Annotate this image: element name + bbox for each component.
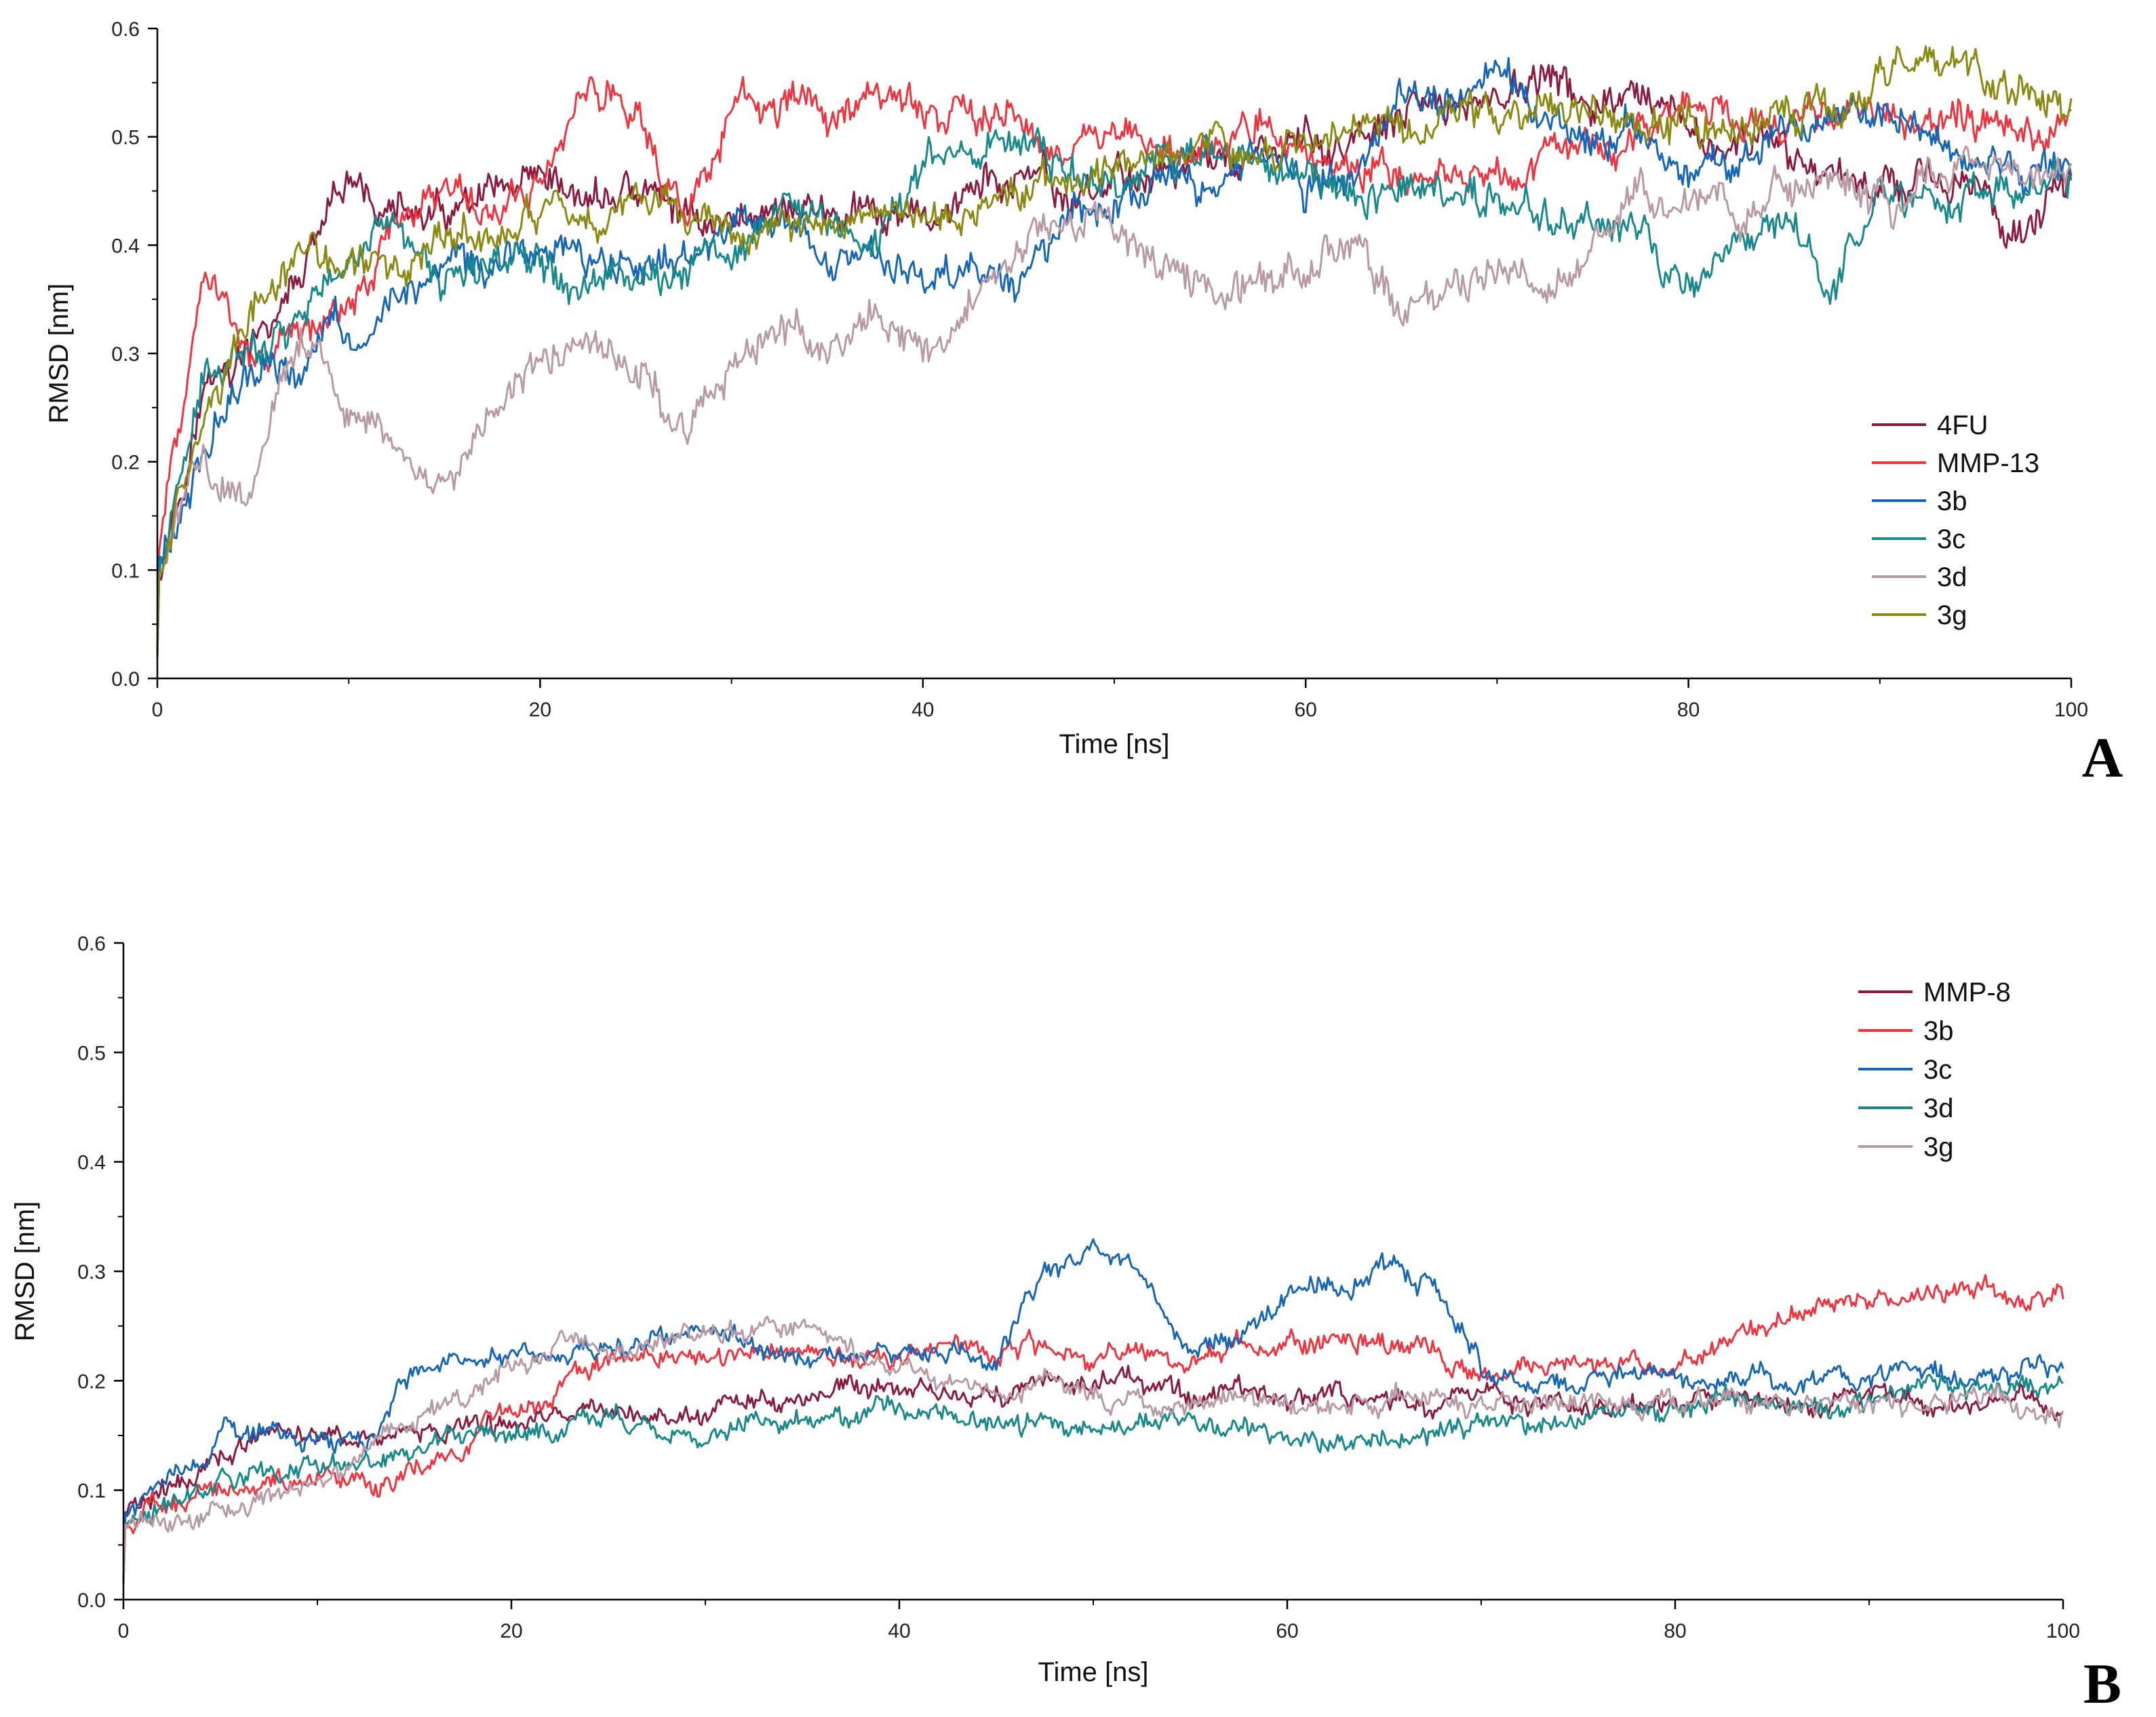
y-tick-label: 0.4 — [111, 235, 140, 257]
legend: MMP-8 3b 3c 3d 3g — [1858, 978, 2011, 1162]
x-tick-label: 0 — [118, 1620, 130, 1642]
series-line-3g — [156, 45, 2073, 657]
y-tick-label: 0.4 — [77, 1152, 106, 1174]
legend-label: 3b — [1937, 486, 1967, 516]
x-tick-label: 20 — [500, 1620, 522, 1642]
y-tick-label: 0.6 — [111, 18, 140, 41]
axes: 0 20 40 60 80 100 0.0 0.1 0.2 0.3 0.4 0.5 0.6 — [111, 18, 2088, 721]
y-tick-label: 0.3 — [111, 343, 140, 366]
x-axis-title: Time [ns] — [1059, 729, 1170, 759]
series-line-3d — [156, 145, 2073, 657]
legend-label: 3d — [1937, 562, 1967, 592]
chart-panel-a: 0 20 40 60 80 100 0.0 0.1 0.2 0.3 0.4 0.5 0.6 Time [n… — [44, 18, 2123, 790]
x-tick-label: 40 — [912, 699, 934, 721]
y-tick-label: 0.1 — [77, 1480, 106, 1503]
x-tick-label: 60 — [1276, 1620, 1298, 1642]
series-line-3c — [122, 1238, 2064, 1583]
y-tick-label: 0.0 — [111, 668, 140, 691]
axes: 0 20 40 60 80 100 0.0 0.1 0.2 0.3 0.4 0.5 0.6 — [77, 933, 2080, 1642]
y-tick-label: 0.5 — [77, 1042, 106, 1064]
series-line-3g — [122, 1315, 2064, 1585]
legend-label: MMP-13 — [1937, 448, 2039, 478]
x-tick-label: 40 — [888, 1620, 910, 1642]
series-lines — [122, 1238, 2064, 1585]
y-axis-title: RMSD [nm] — [10, 1201, 40, 1342]
legend-label: 3d — [1923, 1094, 1954, 1123]
legend-label: MMP-8 — [1923, 978, 2011, 1007]
chart-panel-b: 0 20 40 60 80 100 0.0 0.1 0.2 0.3 0.4 0.5 0.6 Time [n… — [10, 933, 2121, 1716]
y-tick-label: 0.0 — [77, 1589, 106, 1612]
legend-label: 3g — [1923, 1132, 1954, 1162]
legend-label: 3g — [1937, 600, 1967, 630]
y-tick-label: 0.1 — [111, 560, 140, 582]
y-tick-label: 0.2 — [77, 1370, 106, 1393]
y-tick-label: 0.5 — [111, 127, 140, 149]
series-lines — [156, 45, 2073, 657]
legend: 4FU MMP-13 3b 3c 3d 3g — [1872, 410, 2039, 630]
series-line-3b — [122, 1274, 2064, 1585]
series-line-mmp-13 — [156, 76, 2072, 653]
x-axis-title: Time [ns] — [1038, 1657, 1149, 1687]
legend-label: 3b — [1923, 1016, 1954, 1046]
y-tick-label: 0.3 — [77, 1261, 106, 1284]
x-tick-label: 100 — [2054, 699, 2088, 721]
x-tick-label: 80 — [1664, 1620, 1686, 1642]
series-line-4fu — [156, 64, 2073, 657]
x-tick-label: 20 — [529, 699, 551, 721]
y-tick-label: 0.6 — [77, 933, 106, 955]
series-line-3b — [156, 57, 2073, 657]
x-tick-label: 60 — [1295, 699, 1317, 721]
legend-label: 3c — [1923, 1055, 1952, 1085]
x-tick-label: 100 — [2046, 1620, 2080, 1642]
y-tick-label: 0.2 — [111, 452, 140, 474]
series-line-3d — [122, 1373, 2064, 1585]
x-tick-label: 0 — [152, 699, 163, 721]
panel-label: B — [2083, 1653, 2121, 1716]
legend-label: 3c — [1937, 524, 1965, 554]
x-tick-label: 80 — [1677, 699, 1700, 721]
series-line-3c — [156, 127, 2073, 657]
panel-label: A — [2082, 727, 2123, 790]
legend-label: 4FU — [1937, 410, 1988, 440]
y-axis-title: RMSD [nm] — [44, 284, 74, 424]
